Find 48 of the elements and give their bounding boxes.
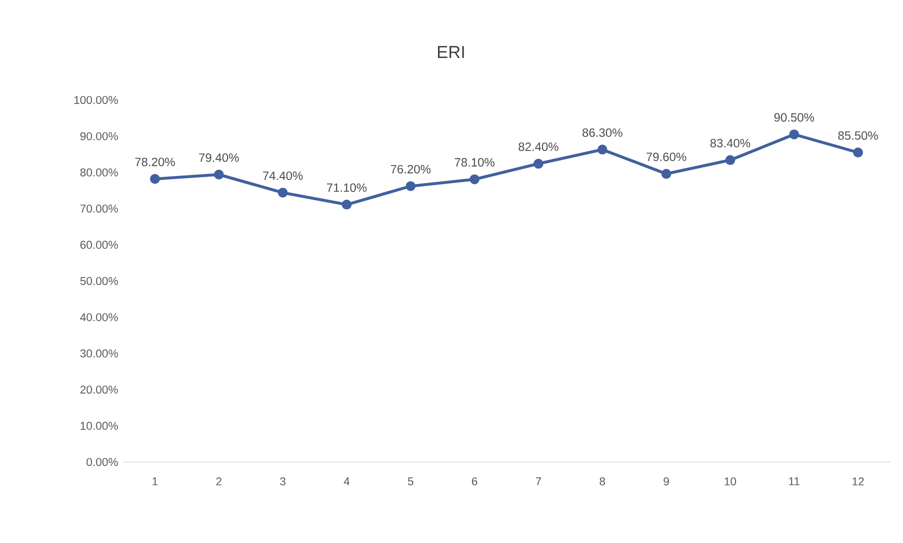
point bbox=[725, 155, 736, 166]
x-tick-label: 11 bbox=[789, 477, 800, 486]
point bbox=[597, 144, 608, 155]
x-tick-label: 3 bbox=[280, 477, 286, 486]
data-label: 78.10% bbox=[454, 158, 494, 167]
point bbox=[853, 148, 863, 158]
point bbox=[406, 181, 416, 192]
data-label: 79.40% bbox=[199, 153, 239, 162]
point bbox=[342, 200, 352, 210]
x-tick-label: 9 bbox=[664, 477, 669, 486]
x-tick-label: 1 bbox=[152, 477, 158, 486]
y-tick-label: 30.00% bbox=[80, 349, 118, 358]
y-tick-label: 60.00% bbox=[80, 240, 118, 249]
point bbox=[534, 158, 544, 169]
y-tick-label: 80.00% bbox=[80, 168, 118, 176]
point bbox=[214, 170, 224, 180]
y-tick-label: 20.00% bbox=[80, 386, 118, 394]
y-tick-label: 100.00% bbox=[74, 96, 118, 104]
data-label: 76.20% bbox=[390, 164, 431, 174]
point bbox=[278, 188, 288, 198]
y-tick-label: 50.00% bbox=[80, 276, 118, 286]
data-label: 83.40% bbox=[710, 138, 750, 148]
data-label: 71.10% bbox=[326, 183, 367, 192]
x-tick-label: 7 bbox=[536, 477, 542, 486]
y-tick-label: 70.00% bbox=[80, 204, 118, 213]
x-tick-label: 8 bbox=[600, 477, 606, 486]
point bbox=[661, 168, 672, 179]
data-label: 78.20% bbox=[135, 158, 175, 166]
point bbox=[470, 174, 480, 184]
x-tick-label: 12 bbox=[852, 477, 864, 486]
x-tick-label: 2 bbox=[216, 477, 222, 486]
point bbox=[789, 129, 800, 140]
data-label: 74.40% bbox=[263, 171, 303, 180]
point bbox=[150, 174, 160, 184]
y-tick-label: 90.00% bbox=[80, 132, 118, 140]
data-label: 85.50% bbox=[838, 131, 878, 140]
x-tick-label: 5 bbox=[408, 477, 414, 486]
data-label: 90.50% bbox=[774, 113, 814, 122]
data-label: 82.40% bbox=[518, 142, 558, 152]
y-tick-label: 40.00% bbox=[80, 313, 118, 322]
y-tick-label: 0.00% bbox=[86, 458, 118, 466]
y-tick-label: 10.00% bbox=[80, 422, 118, 430]
x-tick-label: 6 bbox=[472, 477, 478, 486]
chart-title: ERI bbox=[438, 46, 464, 58]
data-label: 79.60% bbox=[646, 152, 686, 162]
data-label: 86.30% bbox=[582, 128, 622, 137]
x-tick-label: 4 bbox=[344, 477, 350, 486]
x-tick-label: 10 bbox=[724, 477, 736, 486]
